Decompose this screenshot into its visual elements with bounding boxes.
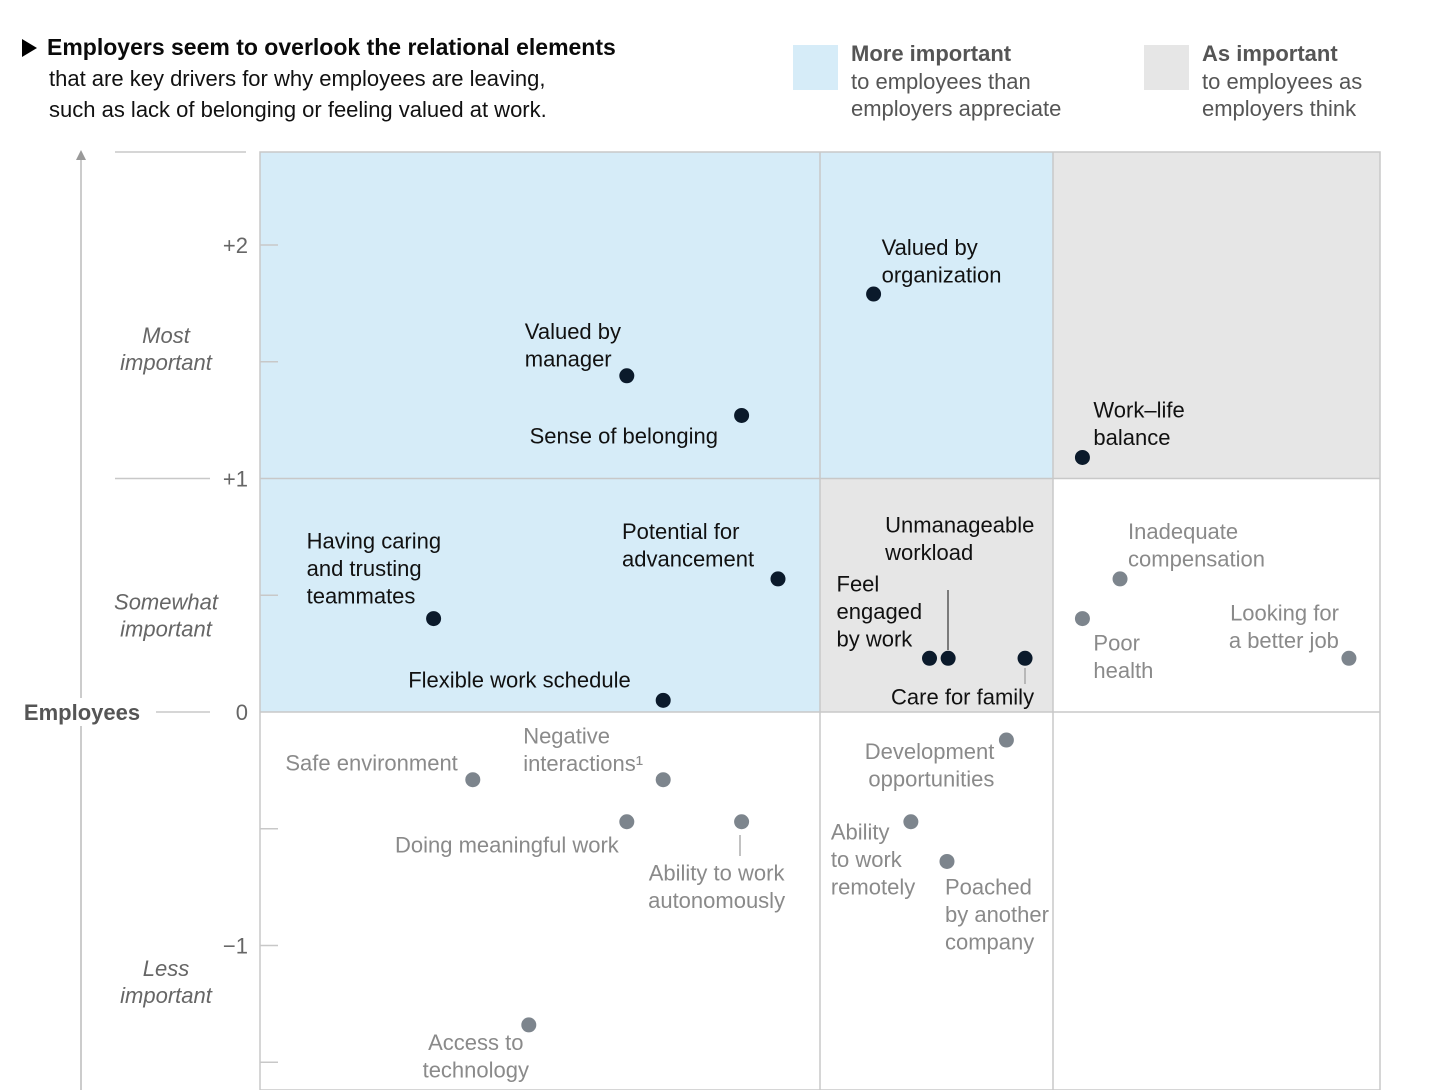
data-point-label: Valued by bbox=[882, 235, 978, 260]
data-point-label: Having caring bbox=[307, 529, 442, 554]
legend-swatch-blue bbox=[793, 45, 838, 90]
data-point bbox=[655, 772, 671, 788]
data-point-label: balance bbox=[1093, 425, 1170, 450]
y-tick-label: +2 bbox=[223, 233, 248, 258]
data-point bbox=[940, 650, 956, 666]
data-point-label: organization bbox=[882, 263, 1002, 288]
chart-title: Employers seem to overlook the relationa… bbox=[22, 32, 702, 63]
data-point-label: Development bbox=[865, 739, 995, 764]
quadrant-region-blue bbox=[820, 152, 1053, 479]
data-point bbox=[866, 286, 882, 302]
title-text: Employers seem to overlook the relationa… bbox=[47, 34, 616, 60]
legend-title: As important bbox=[1202, 41, 1338, 66]
data-point-label: health bbox=[1093, 658, 1153, 683]
data-point-label: remotely bbox=[831, 875, 915, 900]
data-point bbox=[465, 772, 481, 788]
legend-desc-line: to employees than bbox=[851, 69, 1031, 94]
data-point-label: Looking for bbox=[1230, 600, 1339, 625]
quadrant-region-grey bbox=[1053, 152, 1380, 479]
data-point-label: to work bbox=[831, 847, 903, 872]
data-point-label: by another bbox=[945, 902, 1049, 927]
legend-desc-line: to employees as bbox=[1202, 69, 1363, 94]
data-point-label: Flexible work schedule bbox=[408, 667, 631, 692]
data-point bbox=[1074, 449, 1090, 465]
data-point-label: manager bbox=[525, 346, 612, 371]
data-point-label: technology bbox=[423, 1057, 529, 1082]
importance-band-label: important bbox=[120, 983, 213, 1008]
data-point-label: Potential for bbox=[622, 519, 739, 544]
data-point-label: Negative bbox=[523, 724, 610, 749]
importance-band-label: Somewhat bbox=[114, 589, 219, 614]
data-point bbox=[1074, 611, 1090, 627]
importance-band-label: important bbox=[120, 350, 213, 375]
data-point bbox=[655, 692, 671, 708]
quadrant-region-grey bbox=[820, 478, 1053, 712]
subtitle-line-1: that are key drivers for why employees a… bbox=[49, 66, 546, 91]
data-point-label: Feel bbox=[837, 571, 880, 596]
importance-band-label: important bbox=[120, 616, 213, 641]
data-point-label: a better job bbox=[1229, 628, 1339, 653]
triangle-bullet-icon bbox=[22, 39, 37, 57]
data-point bbox=[998, 732, 1014, 748]
data-point-label: Access to bbox=[428, 1030, 523, 1055]
data-point-label: compensation bbox=[1128, 546, 1265, 571]
data-point-label: Valued by bbox=[525, 319, 621, 344]
data-point-label: and trusting bbox=[307, 556, 422, 581]
data-point-label: opportunities bbox=[868, 767, 994, 792]
subtitle-line-2: such as lack of belonging or feeling val… bbox=[49, 97, 547, 122]
data-point-label: Ability to work bbox=[649, 861, 786, 886]
data-point-label: Poor bbox=[1093, 631, 1139, 656]
y-axis-arrow-icon bbox=[76, 150, 86, 160]
data-point bbox=[734, 407, 750, 423]
legend-title: More important bbox=[851, 41, 1012, 66]
y-axis-title: Employees bbox=[24, 700, 140, 725]
data-point bbox=[1017, 650, 1033, 666]
quadrant-region-blue bbox=[260, 152, 820, 712]
data-point bbox=[619, 368, 635, 384]
data-point-label: Unmanageable bbox=[885, 512, 1034, 537]
y-tick-label: −1 bbox=[223, 934, 248, 959]
data-point-label: autonomously bbox=[648, 888, 785, 913]
data-point-label: engaged bbox=[837, 599, 923, 624]
y-tick-label: 0 bbox=[236, 700, 248, 725]
data-point-label: workload bbox=[884, 540, 973, 565]
data-point-label: Care for family bbox=[891, 684, 1034, 709]
data-point-label: by work bbox=[837, 626, 914, 651]
data-point bbox=[939, 853, 955, 869]
legend-swatch-grey bbox=[1144, 45, 1189, 90]
data-point-label: Ability bbox=[831, 820, 890, 845]
data-point-label: Sense of belonging bbox=[530, 423, 718, 448]
data-point bbox=[521, 1017, 537, 1033]
data-point-label: Inadequate bbox=[1128, 519, 1238, 544]
data-point bbox=[619, 814, 635, 830]
data-point bbox=[734, 814, 750, 830]
data-point bbox=[426, 611, 442, 627]
importance-band-label: Most bbox=[142, 323, 191, 348]
data-point bbox=[770, 571, 786, 587]
data-point-label: teammates bbox=[307, 584, 416, 609]
data-point-label: company bbox=[945, 929, 1034, 954]
legend-desc-line: employers appreciate bbox=[851, 96, 1062, 121]
data-point-label: Work–life bbox=[1093, 397, 1184, 422]
data-point bbox=[1112, 571, 1128, 587]
data-point bbox=[1341, 650, 1357, 666]
legend-desc-line: employers think bbox=[1202, 96, 1357, 121]
data-point-label: Poached bbox=[945, 874, 1032, 899]
data-point bbox=[922, 650, 938, 666]
data-point-label: interactions¹ bbox=[523, 751, 643, 776]
data-point bbox=[903, 814, 919, 830]
importance-band-label: Less bbox=[143, 956, 189, 981]
data-point-label: Doing meaningful work bbox=[395, 833, 620, 858]
y-tick-label: +1 bbox=[223, 467, 248, 492]
data-point-label: Safe environment bbox=[285, 751, 457, 776]
data-point-label: advancement bbox=[622, 546, 754, 571]
chart-header: Employers seem to overlook the relationa… bbox=[22, 32, 702, 125]
